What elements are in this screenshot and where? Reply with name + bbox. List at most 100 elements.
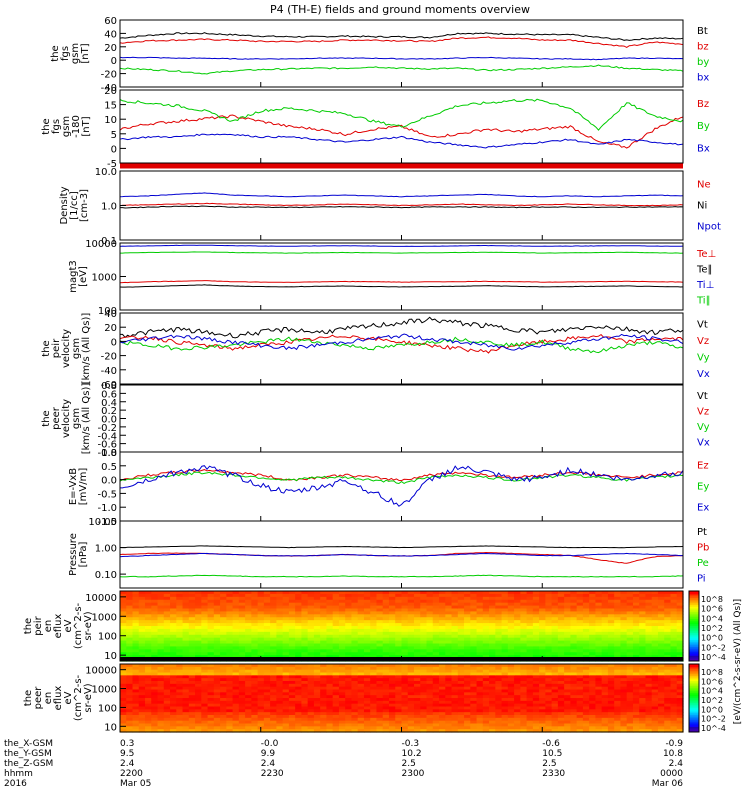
spectrogram-cell bbox=[626, 686, 634, 691]
spectrogram-cell bbox=[195, 652, 202, 656]
spectrogram-cell bbox=[151, 695, 159, 699]
spectrogram-cell bbox=[295, 683, 303, 688]
spectrogram-cell bbox=[457, 626, 465, 630]
spectrogram-cell bbox=[557, 602, 565, 607]
spectrogram-cell bbox=[207, 726, 215, 730]
spectrogram-cell bbox=[582, 593, 590, 598]
spectrogram-cell bbox=[589, 646, 597, 650]
spectrogram-cell bbox=[345, 669, 353, 674]
spectrogram-cell bbox=[626, 715, 634, 719]
spectrogram-cell bbox=[282, 617, 290, 621]
spectrogram-cell bbox=[595, 617, 603, 621]
spectrogram-cell bbox=[288, 608, 296, 613]
spectrogram-cell bbox=[495, 634, 503, 639]
spectrogram-cell bbox=[382, 675, 390, 679]
spectrogram-cell bbox=[182, 649, 190, 653]
spectrogram-cell bbox=[345, 686, 353, 691]
spectrogram-cell bbox=[332, 726, 340, 730]
spectrogram-cell bbox=[170, 664, 177, 668]
spectrogram-cell bbox=[439, 626, 446, 630]
spectrogram-cell bbox=[382, 672, 390, 676]
spectrogram-cell bbox=[526, 652, 534, 656]
spectrogram-cell bbox=[120, 715, 127, 719]
spectrogram-cell bbox=[232, 631, 240, 636]
spectrogram-cell bbox=[657, 637, 665, 642]
spectrogram-cell bbox=[257, 681, 265, 685]
spectrogram-cell bbox=[176, 620, 184, 624]
spectrogram-cell bbox=[320, 686, 328, 691]
spectrogram-cell bbox=[232, 634, 240, 639]
spectrogram-cell bbox=[370, 695, 378, 699]
spectrogram-cell bbox=[445, 723, 453, 727]
spectrogram-cell bbox=[451, 652, 459, 656]
spectrogram-cell bbox=[670, 678, 678, 682]
spectrogram-cell bbox=[145, 678, 152, 682]
spectrogram-cell bbox=[495, 655, 503, 659]
spectrogram-cell bbox=[120, 726, 127, 730]
spectrogram-cell bbox=[357, 605, 365, 610]
spectrogram-cell bbox=[501, 703, 509, 708]
spectrogram-cell bbox=[564, 655, 571, 659]
spectrogram-cell bbox=[645, 703, 653, 708]
spectrogram-cell bbox=[489, 620, 496, 624]
colorbar-tick: 10^0 bbox=[701, 705, 723, 714]
spectrogram-cell bbox=[476, 712, 484, 716]
spectrogram-cell bbox=[338, 709, 346, 713]
spectrogram-cell bbox=[270, 689, 277, 693]
spectrogram-cell bbox=[520, 681, 528, 685]
spectrogram-cell bbox=[620, 692, 628, 696]
spectrogram-cell bbox=[326, 695, 334, 699]
spectrogram-cell bbox=[520, 686, 528, 691]
spectrogram-cell bbox=[163, 709, 171, 713]
spectrogram-cell bbox=[151, 717, 159, 722]
spectrogram-cell bbox=[332, 678, 340, 682]
spectrogram-cell bbox=[532, 640, 540, 645]
spectrogram-cell bbox=[657, 666, 665, 671]
spectrogram-cell bbox=[407, 729, 415, 733]
spectrogram-cell bbox=[607, 634, 615, 639]
spectrogram-cell bbox=[157, 628, 165, 633]
spectrogram-cell bbox=[564, 683, 571, 688]
spectrogram-cell bbox=[201, 703, 209, 708]
spectrogram-cell bbox=[120, 593, 127, 598]
spectrogram-cell bbox=[201, 717, 209, 722]
spectrogram-cell bbox=[170, 672, 177, 676]
spectrogram-cell bbox=[514, 672, 521, 676]
y-axis-label: Pressure[nPa] bbox=[68, 533, 89, 576]
spectrogram-cell bbox=[501, 611, 509, 615]
spectrogram-cell bbox=[414, 634, 421, 639]
spectrogram-cell bbox=[601, 683, 609, 688]
spectrogram-cell bbox=[220, 669, 227, 674]
colorbar-cell bbox=[689, 652, 699, 655]
spectrogram-cell bbox=[170, 729, 177, 733]
spectrogram-cell bbox=[151, 652, 159, 656]
spectrogram-cell bbox=[288, 706, 296, 710]
spectrogram-cell bbox=[576, 666, 584, 671]
spectrogram-cell bbox=[670, 720, 678, 725]
spectrogram-cell bbox=[664, 664, 672, 668]
spectrogram-cell bbox=[514, 611, 521, 615]
spectrogram-cell bbox=[532, 712, 540, 716]
spectrogram-cell bbox=[439, 681, 446, 685]
spectrogram-cell bbox=[138, 617, 146, 621]
spectrogram-cell bbox=[151, 628, 159, 633]
spectrogram-cell bbox=[188, 686, 196, 691]
spectrogram-cell bbox=[539, 608, 546, 613]
spectrogram-cell bbox=[601, 675, 609, 679]
spectrogram-cell bbox=[195, 726, 202, 730]
spectrogram-cell bbox=[589, 698, 597, 702]
spectrogram-cell bbox=[545, 593, 553, 598]
spectrogram-cell bbox=[320, 717, 328, 722]
colorbar-cell bbox=[689, 681, 699, 684]
spectrogram-cell bbox=[332, 634, 340, 639]
spectrogram-cell bbox=[539, 720, 546, 725]
spectrogram-cell bbox=[301, 681, 309, 685]
spectrogram-cell bbox=[676, 655, 684, 659]
spectrogram-cell bbox=[376, 646, 384, 650]
spectrogram-cell bbox=[451, 611, 459, 615]
spectrogram-cell bbox=[370, 712, 378, 716]
spectrogram-cell bbox=[276, 717, 284, 722]
spectrogram-cell bbox=[157, 649, 165, 653]
spectrogram-cell bbox=[445, 602, 453, 607]
spectrogram-cell bbox=[451, 640, 459, 645]
